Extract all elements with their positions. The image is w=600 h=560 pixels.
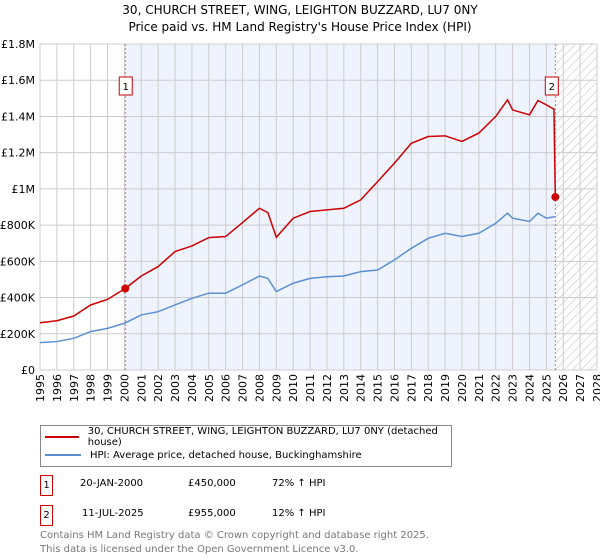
legend-item-property: 30, CHURCH STREET, WING, LEIGHTON BUZZAR… [41, 426, 451, 448]
sale-row: 1 20-JAN-2000 £450,000 72% ↑ HPI [40, 475, 600, 496]
x-tick-label: 1998 [85, 374, 98, 402]
sale-date: 20-JAN-2000 [80, 478, 144, 489]
series-line-property [39, 98, 557, 324]
x-tick-label: 2011 [304, 374, 317, 402]
y-tick-label: £1.6M [1, 74, 35, 87]
x-tick-label: 2006 [220, 374, 233, 402]
y-tick-label: £1.8M [1, 38, 35, 51]
sale-point [121, 284, 130, 293]
x-tick-label: 1997 [68, 374, 81, 402]
plot-border [39, 43, 598, 371]
y-tick-label: £600K [0, 255, 36, 268]
x-tick-label: 2026 [557, 374, 570, 402]
x-tick-label: 2012 [321, 374, 334, 402]
sale-label-box [118, 76, 133, 96]
x-tick-label: 2014 [355, 374, 368, 402]
forecast-hatch [555, 44, 597, 370]
footer-licence: This data is licensed under the Open Gov… [40, 544, 359, 555]
y-tick-label: £200K [0, 328, 36, 341]
legend: 30, CHURCH STREET, WING, LEIGHTON BUZZAR… [40, 425, 452, 467]
sale-label: 1 [123, 82, 129, 93]
x-tick-label: 2019 [439, 374, 452, 402]
x-tick-label: 1996 [51, 374, 64, 402]
x-tick-label: 2018 [422, 374, 435, 402]
legend-item-hpi: HPI: Average price, detached house, Buck… [41, 447, 362, 463]
x-tick-label: 2024 [523, 374, 536, 402]
x-tick-label: 2015 [372, 374, 385, 402]
ownership-shade [125, 44, 556, 370]
x-tick-label: 2001 [135, 374, 148, 402]
x-tick-label: 2027 [574, 374, 587, 402]
price-chart: 1995 1996 1997 1998 1999 2000 2001 2002 2003 2004… [0, 38, 600, 402]
x-tick-label: 2025 [540, 374, 553, 402]
x-tick-label: 2013 [338, 374, 351, 402]
sale-date: 11-JUL-2025 [82, 508, 144, 519]
legend-swatch-blue [45, 454, 81, 456]
x-tick-label: 2028 [591, 374, 600, 402]
y-tick-label: £0 [21, 364, 35, 377]
sale-badge: 1 [40, 475, 53, 496]
x-tick-label: 2022 [490, 374, 503, 402]
legend-swatch-red [45, 436, 79, 438]
sale-price: £450,000 [188, 478, 236, 489]
chart-subtitle: Price paid vs. HM Land Registry's House … [128, 20, 472, 34]
x-tick-label: 2007 [237, 374, 250, 402]
x-tick-label: 2008 [253, 374, 266, 402]
x-tick-label: 2009 [270, 374, 283, 402]
x-tick-label: 2023 [507, 374, 520, 402]
y-tick-label: £1M [12, 183, 36, 196]
x-tick-label: 2016 [388, 374, 401, 402]
chart-title: 30, CHURCH STREET, WING, LEIGHTON BUZZAR… [122, 3, 478, 17]
sale-row: 2 11-JUL-2025 £955,000 12% ↑ HPI [40, 505, 600, 526]
legend-label: 30, CHURCH STREET, WING, LEIGHTON BUZZAR… [87, 426, 438, 448]
x-tick-label: 2003 [169, 374, 182, 402]
sale-point [551, 193, 560, 202]
sale-price: £955,000 [188, 508, 236, 519]
y-tick-label: £1.4M [1, 110, 35, 123]
sale-hpi-diff: 72% ↑ HPI [272, 478, 326, 489]
x-tick-label: 1999 [102, 374, 115, 402]
x-tick-label: 2002 [152, 374, 165, 402]
legend-label: HPI: Average price, detached house, Buck… [90, 449, 362, 461]
x-tick-label: 2017 [405, 374, 418, 402]
x-tick-label: 2021 [473, 374, 486, 402]
sale-label-box [544, 76, 559, 96]
x-tick-label: 2020 [456, 374, 469, 402]
x-tick-label: 2000 [118, 374, 131, 402]
y-tick-label: £800K [0, 219, 36, 232]
y-tick-label: £400K [0, 292, 36, 305]
x-tick-label: 2005 [203, 374, 216, 402]
series-line-hpi [39, 212, 555, 344]
x-tick-label: 2004 [186, 374, 199, 402]
sale-badge: 2 [40, 505, 53, 526]
sale-label: 2 [549, 82, 555, 93]
x-tick-label: 2010 [287, 374, 300, 402]
footer-copyright: Contains HM Land Registry data © Crown c… [40, 530, 429, 541]
y-tick-label: £1.2M [1, 147, 35, 160]
sale-hpi-diff: 12% ↑ HPI [272, 508, 326, 519]
x-tick-label: 1995 [34, 374, 47, 402]
